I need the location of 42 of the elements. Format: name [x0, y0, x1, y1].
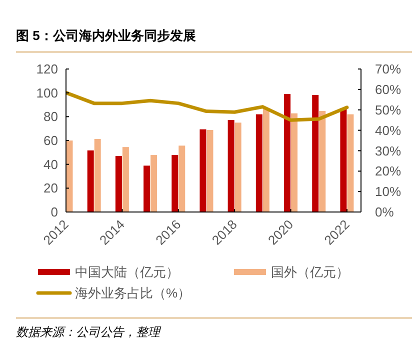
- y-tick-label: 20: [44, 180, 58, 196]
- legend-label: 海外业务占比（%）: [75, 286, 191, 301]
- bar: [115, 156, 122, 212]
- bar: [291, 113, 298, 212]
- bar: [340, 108, 347, 212]
- y-tick-label: 120: [36, 62, 58, 77]
- bar: [262, 109, 270, 212]
- bar: [319, 110, 326, 212]
- bar: [312, 94, 319, 212]
- bar: [228, 120, 234, 212]
- y-tick-label: 40: [44, 156, 58, 172]
- y-tick-label: 80: [44, 109, 58, 124]
- y-tick-label: 0: [50, 204, 58, 220]
- bar: [284, 94, 291, 212]
- bar: [87, 150, 94, 212]
- y2-tick-label: 0%: [375, 204, 394, 220]
- y2-tick-label: 20%: [375, 164, 402, 179]
- bar: [94, 138, 101, 212]
- bar: [234, 122, 242, 212]
- y2-tick-label: 30%: [375, 143, 402, 158]
- legend-label: 国外（亿元）: [271, 264, 349, 280]
- bar: [150, 155, 158, 212]
- bar: [347, 114, 354, 212]
- bar: [66, 140, 73, 212]
- line-series: [66, 90, 349, 122]
- bar: [172, 155, 178, 212]
- y-tick-label: 60: [44, 133, 58, 148]
- bar: [144, 166, 150, 212]
- y2-tick-label: 40%: [375, 122, 402, 138]
- y2-tick-label: 10%: [375, 184, 402, 200]
- bar: [200, 129, 206, 212]
- y2-tick-label: 50%: [375, 102, 402, 118]
- y-tick-label: 100: [36, 85, 58, 100]
- source-note: 数据来源：公司公告，整理: [16, 325, 162, 339]
- bar: [206, 130, 214, 212]
- chart-title: 图 5：公司海内外业务同步发展: [16, 28, 196, 43]
- bar: [256, 114, 262, 212]
- bar: [178, 146, 186, 212]
- bar: [122, 147, 129, 212]
- y2-tick-label: 70%: [375, 62, 402, 77]
- legend-label: 中国大陆（亿元）: [75, 264, 179, 280]
- y2-tick-label: 60%: [375, 82, 402, 97]
